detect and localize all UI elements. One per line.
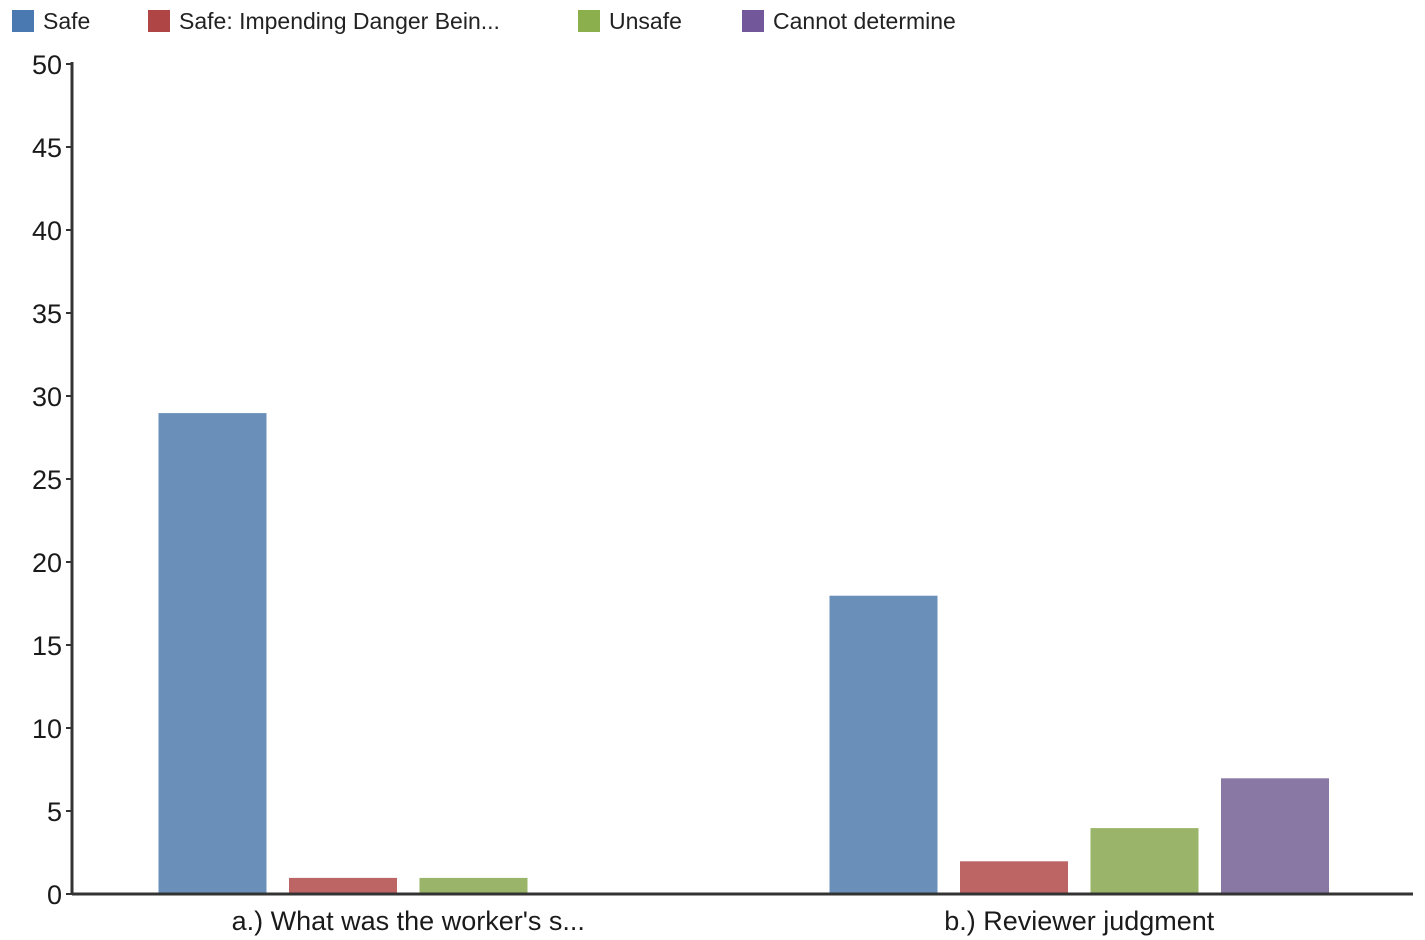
bars-group <box>157 412 1330 895</box>
bar-unsafe-1 <box>418 876 529 895</box>
y-tick-label: 5 <box>47 797 62 827</box>
bar-safe-impending-danger-bein-1 <box>288 876 398 895</box>
y-tick-label: 0 <box>47 880 62 910</box>
legend-item-safe[interactable]: Safe <box>12 8 90 34</box>
y-tick-label: 30 <box>32 382 62 412</box>
y-tick-label: 20 <box>32 548 62 578</box>
bar-safe-1 <box>157 412 268 895</box>
y-axis-ticks: 0 5 10 15 20 25 30 35 40 45 50 <box>32 50 72 910</box>
legend-item-unsafe[interactable]: Unsafe <box>578 8 682 34</box>
y-tick-label: 35 <box>32 299 62 329</box>
bar-unsafe-2 <box>1089 827 1200 895</box>
legend-label: Unsafe <box>609 8 682 34</box>
y-tick-label: 50 <box>32 50 62 80</box>
bar-cannot-determine-2 <box>1220 777 1330 895</box>
y-tick-label: 15 <box>32 631 62 661</box>
legend-label: Safe: Impending Danger Bein... <box>179 8 500 34</box>
y-tick-label: 25 <box>32 465 62 495</box>
legend-label: Safe <box>43 8 90 34</box>
x-axis-labels: a.) What was the worker's s... b.) Review… <box>232 906 1215 936</box>
legend-swatch <box>578 10 600 32</box>
legend-item-safe-impending-danger-bein[interactable]: Safe: Impending Danger Bein... <box>148 8 500 34</box>
legend-swatch <box>148 10 170 32</box>
legend-swatch <box>742 10 764 32</box>
x-category-label: b.) Reviewer judgment <box>944 906 1215 936</box>
legend-item-cannot-determine[interactable]: Cannot determine <box>742 8 956 34</box>
legend-label: Cannot determine <box>773 8 956 34</box>
axes-group <box>70 62 1413 896</box>
y-tick-label: 40 <box>32 216 62 246</box>
bar-safe-2 <box>828 594 939 895</box>
bar-safe-impending-danger-bein-2 <box>959 860 1069 895</box>
x-category-label: a.) What was the worker's s... <box>232 906 585 936</box>
y-tick-label: 10 <box>32 714 62 744</box>
y-tick-label: 45 <box>32 133 62 163</box>
legend-swatch <box>12 10 34 32</box>
chart-legend: Safe Safe: Impending Danger Bein... Unsafe… <box>12 8 956 34</box>
